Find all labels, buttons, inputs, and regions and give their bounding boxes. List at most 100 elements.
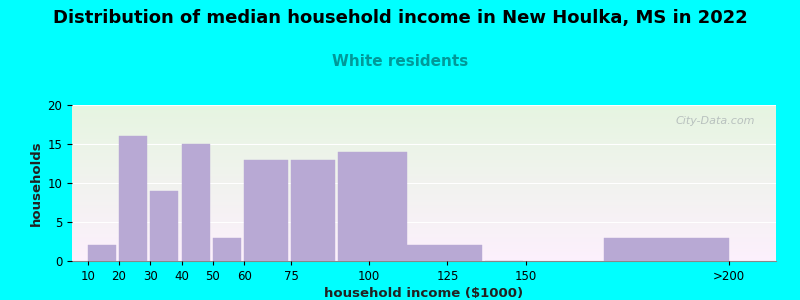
Bar bbox=[72, 235, 776, 236]
Bar bbox=[72, 242, 776, 244]
Bar bbox=[72, 236, 776, 238]
Bar bbox=[72, 255, 776, 256]
Bar bbox=[72, 183, 776, 184]
Text: Distribution of median household income in New Houlka, MS in 2022: Distribution of median household income … bbox=[53, 9, 747, 27]
Bar bbox=[72, 130, 776, 131]
Bar bbox=[72, 105, 776, 106]
Bar bbox=[406, 245, 482, 261]
Bar bbox=[72, 228, 776, 230]
Bar bbox=[244, 160, 288, 261]
Bar bbox=[182, 144, 210, 261]
Bar bbox=[72, 166, 776, 167]
X-axis label: household income ($1000): household income ($1000) bbox=[325, 287, 523, 300]
Bar bbox=[72, 247, 776, 248]
Bar bbox=[72, 182, 776, 183]
Bar bbox=[72, 217, 776, 219]
Bar bbox=[72, 124, 776, 125]
Bar bbox=[72, 214, 776, 216]
Bar bbox=[72, 127, 776, 128]
Bar bbox=[72, 152, 776, 153]
Bar bbox=[72, 146, 776, 147]
Bar bbox=[72, 164, 776, 166]
Bar bbox=[72, 245, 776, 247]
Bar bbox=[72, 128, 776, 130]
Bar bbox=[72, 177, 776, 178]
Bar bbox=[72, 147, 776, 149]
Bar bbox=[72, 169, 776, 170]
Bar bbox=[604, 238, 729, 261]
Bar bbox=[72, 209, 776, 211]
Bar bbox=[72, 186, 776, 188]
Bar bbox=[72, 110, 776, 111]
Bar bbox=[72, 150, 776, 152]
Bar bbox=[72, 239, 776, 241]
Bar bbox=[72, 227, 776, 228]
Bar bbox=[72, 202, 776, 203]
Bar bbox=[72, 241, 776, 242]
Bar bbox=[72, 188, 776, 189]
Bar bbox=[72, 189, 776, 191]
Bar bbox=[72, 116, 776, 118]
Bar bbox=[72, 125, 776, 127]
Bar bbox=[72, 160, 776, 161]
Bar bbox=[72, 139, 776, 141]
Bar bbox=[72, 114, 776, 116]
Bar bbox=[72, 163, 776, 164]
Bar bbox=[72, 191, 776, 192]
Bar bbox=[72, 230, 776, 231]
Bar bbox=[72, 219, 776, 220]
Bar bbox=[72, 222, 776, 224]
Bar bbox=[72, 205, 776, 206]
Bar bbox=[338, 152, 406, 261]
Text: White residents: White residents bbox=[332, 54, 468, 69]
Bar bbox=[72, 178, 776, 180]
Bar bbox=[72, 131, 776, 133]
Bar bbox=[72, 216, 776, 217]
Bar bbox=[72, 138, 776, 139]
Bar bbox=[72, 133, 776, 135]
Bar bbox=[72, 113, 776, 114]
Bar bbox=[72, 252, 776, 253]
Bar bbox=[72, 167, 776, 169]
Bar bbox=[88, 245, 116, 261]
Bar bbox=[291, 160, 335, 261]
Bar bbox=[72, 248, 776, 250]
Bar bbox=[72, 108, 776, 110]
Y-axis label: households: households bbox=[30, 140, 43, 226]
Bar bbox=[72, 203, 776, 205]
Bar bbox=[72, 238, 776, 239]
Bar bbox=[72, 153, 776, 155]
Bar bbox=[72, 122, 776, 124]
Bar bbox=[72, 211, 776, 213]
Bar bbox=[72, 155, 776, 157]
Bar bbox=[72, 170, 776, 172]
Bar bbox=[150, 191, 178, 261]
Bar bbox=[72, 141, 776, 142]
Bar bbox=[72, 224, 776, 225]
Bar bbox=[72, 174, 776, 175]
Bar bbox=[72, 106, 776, 108]
Bar bbox=[72, 142, 776, 144]
Bar bbox=[72, 172, 776, 174]
Bar bbox=[72, 184, 776, 186]
Bar bbox=[72, 135, 776, 136]
Text: City-Data.com: City-Data.com bbox=[675, 116, 755, 126]
Bar bbox=[72, 199, 776, 200]
Bar bbox=[72, 244, 776, 245]
Bar bbox=[72, 175, 776, 177]
Bar bbox=[72, 208, 776, 209]
Bar bbox=[72, 194, 776, 196]
Bar bbox=[72, 213, 776, 214]
Bar bbox=[119, 136, 147, 261]
Bar bbox=[72, 180, 776, 182]
Bar bbox=[72, 253, 776, 255]
Bar bbox=[72, 119, 776, 121]
Bar bbox=[72, 136, 776, 138]
Bar bbox=[72, 118, 776, 119]
Bar bbox=[72, 231, 776, 233]
Bar bbox=[72, 158, 776, 160]
Bar bbox=[72, 200, 776, 202]
Bar bbox=[72, 121, 776, 122]
Bar bbox=[72, 111, 776, 113]
Bar bbox=[72, 149, 776, 150]
